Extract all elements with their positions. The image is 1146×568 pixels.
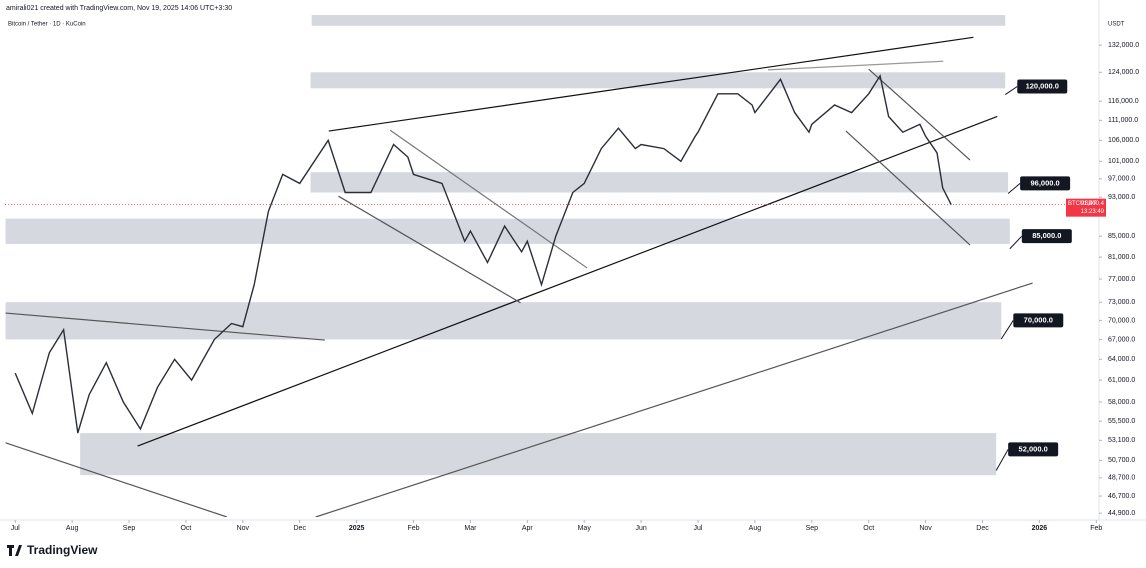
x-tick-label: Aug — [66, 525, 79, 532]
zone — [310, 72, 1006, 89]
trendline — [868, 68, 971, 161]
y-tick-label: 58,000.0 — [1108, 399, 1135, 406]
x-tick-label: Nov — [237, 525, 250, 532]
y-tick-label: 124,000.0 — [1108, 69, 1139, 76]
chart-title: Bitcoin / Tether · 1D · KuCoin — [8, 22, 86, 28]
countdown: 13:23:49 — [1081, 209, 1105, 215]
y-unit: USDT — [1108, 22, 1125, 28]
x-tick-label: Aug — [749, 525, 762, 532]
last-price-label: 91,400.4 — [1081, 201, 1105, 207]
level-label: 120,000.0 — [1026, 82, 1059, 91]
trendline — [5, 442, 228, 517]
level-box — [1017, 79, 1068, 94]
price-line — [14, 73, 952, 434]
y-tick-label: 48,700.0 — [1108, 475, 1135, 482]
zone — [310, 172, 1009, 193]
x-tick-label: Oct — [863, 525, 874, 532]
x-tick-label: Jul — [11, 525, 20, 532]
level-box — [1020, 176, 1071, 191]
x-tick-label: May — [578, 525, 592, 532]
y-tick-label: 53,100.0 — [1108, 437, 1135, 444]
zone — [311, 15, 1006, 26]
level-box — [1021, 229, 1072, 244]
y-tick-label: 132,000.0 — [1108, 42, 1139, 49]
trendline — [389, 129, 588, 269]
brand-logo: TradingView — [7, 543, 98, 557]
y-tick-label: 81,000.0 — [1108, 254, 1135, 261]
trendline — [315, 282, 1033, 517]
x-tick-label: Feb — [1090, 525, 1102, 532]
y-tick-label: 44,900.0 — [1108, 510, 1135, 517]
x-tick-label: Nov — [919, 525, 932, 532]
level-box — [1013, 313, 1064, 328]
level-box — [1008, 442, 1059, 457]
y-tick-label: 77,000.0 — [1108, 276, 1135, 283]
x-tick-label: Sep — [123, 525, 136, 532]
brand: TradingView — [27, 543, 98, 557]
y-tick-label: 70,000.0 — [1108, 317, 1135, 324]
trendline — [137, 115, 998, 447]
y-tick-label: 93,000.0 — [1108, 194, 1135, 201]
x-tick-label: Jul — [694, 525, 703, 532]
level-label: 52,000.0 — [1019, 444, 1048, 453]
plot-area — [5, 15, 1098, 517]
trendline — [5, 312, 325, 341]
level-label: 70,000.0 — [1024, 315, 1053, 324]
trendline — [767, 60, 944, 71]
y-tick-label: 46,700.0 — [1108, 493, 1135, 500]
y-tick-label: 50,700.0 — [1108, 457, 1135, 464]
level-label: 85,000.0 — [1032, 231, 1061, 240]
x-tick-label: Sep — [806, 525, 819, 532]
trendline — [845, 130, 971, 246]
x-tick-label: 2025 — [349, 525, 365, 532]
credit: amirali021 created with TradingView.com,… — [6, 5, 232, 12]
x-tick-label: Oct — [180, 525, 191, 532]
trendline — [338, 195, 521, 304]
y-tick-label: 85,000.0 — [1108, 233, 1135, 240]
axes: 132,000.0 124,000.0 116,000.0 111,000.0 106,… — [11, 42, 1139, 532]
leader-line — [1004, 86, 1018, 95]
x-tick-label: Mar — [464, 525, 477, 532]
leader-line — [1000, 320, 1014, 340]
y-tick-label: 111,000.0 — [1108, 117, 1138, 124]
last-price-box — [1066, 198, 1106, 217]
y-tick-label: 73,000.0 — [1108, 299, 1135, 306]
x-tick-label: 2026 — [1032, 525, 1048, 532]
x-tick-label: Apr — [522, 525, 534, 532]
x-tick-label: Feb — [407, 525, 419, 532]
y-tick-label: 55,500.0 — [1108, 418, 1135, 425]
y-tick-label: 67,000.0 — [1108, 336, 1135, 343]
x-tick-label: Dec — [976, 525, 989, 532]
leader-line — [1007, 182, 1021, 194]
symbol-label: BTCUSDT — [1068, 201, 1097, 207]
y-tick-label: 101,000.0 — [1108, 158, 1139, 165]
y-tick-label: 64,000.0 — [1108, 356, 1135, 363]
zone — [5, 302, 1002, 340]
y-tick-label: 116,000.0 — [1108, 98, 1139, 105]
zone — [80, 433, 997, 476]
level-label: 96,000.0 — [1031, 178, 1060, 187]
y-tick-label: 106,000.0 — [1108, 137, 1139, 144]
leader-line — [995, 449, 1009, 471]
x-tick-label: Jun — [635, 525, 646, 532]
trendline — [328, 36, 974, 132]
y-tick-label: 61,000.0 — [1108, 377, 1135, 384]
x-tick-label: Dec — [294, 525, 307, 532]
y-tick-label: 97,000.0 — [1108, 176, 1135, 183]
leader-line — [1009, 235, 1023, 250]
